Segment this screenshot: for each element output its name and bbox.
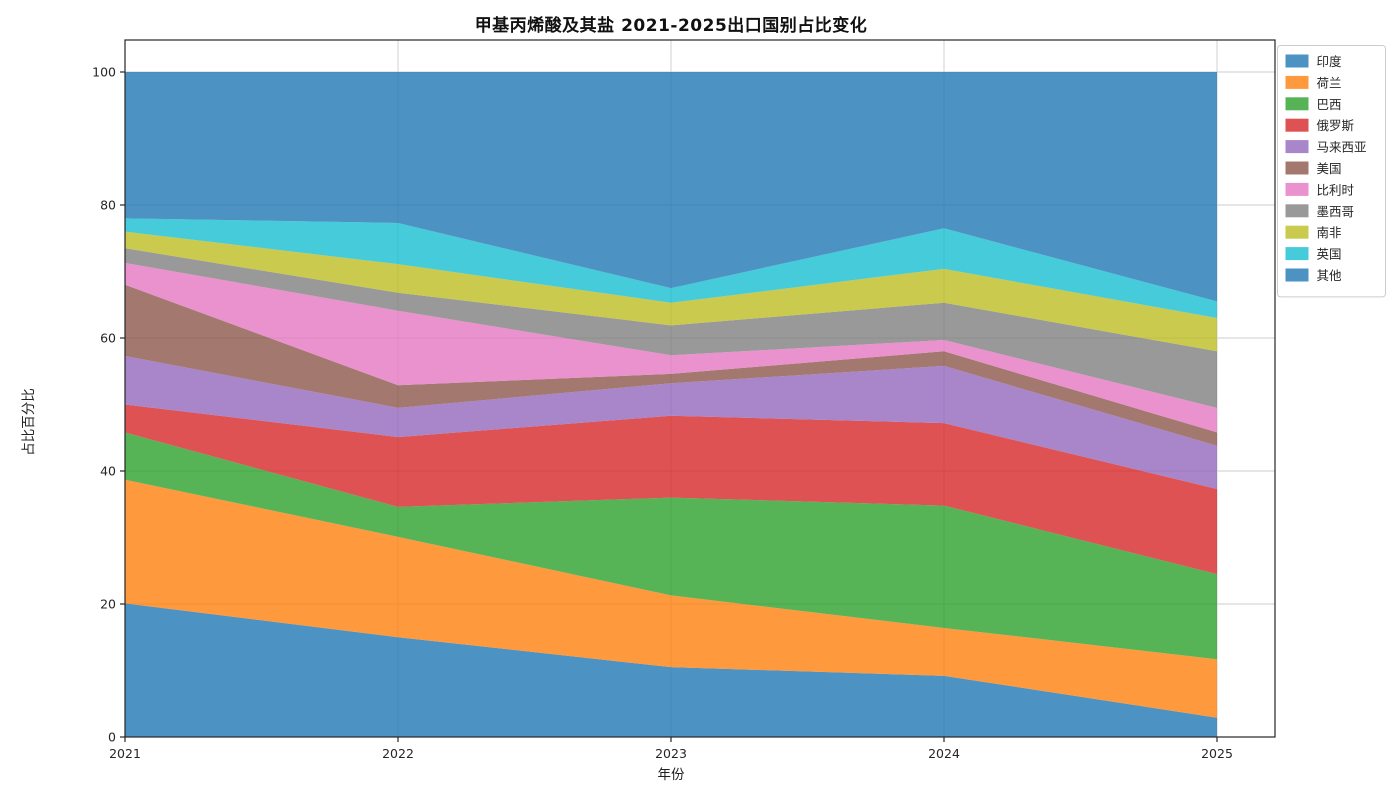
area-series-8	[125, 231, 1217, 352]
legend-swatch-9	[1285, 247, 1309, 261]
legend-swatch-8	[1285, 225, 1309, 239]
legend-swatch-6	[1285, 182, 1309, 196]
area-series-1	[125, 479, 1217, 718]
legend-swatch-4	[1285, 140, 1309, 154]
y-tick-label: 40	[100, 463, 116, 478]
legend-swatch-1	[1285, 75, 1309, 89]
legend-label-6: 比利时	[1317, 182, 1355, 197]
x-tick-label: 2022	[382, 746, 414, 761]
y-tick-label: 20	[100, 596, 116, 611]
area-series-7	[125, 248, 1217, 408]
axis-ticks: 0 20 40 60 80 100 2021 2022 2023 2024 2025	[92, 64, 1233, 761]
area-series-0	[125, 603, 1217, 737]
legend-swatch-7	[1285, 204, 1309, 218]
x-tick-label: 2025	[1201, 746, 1233, 761]
legend-swatch-5	[1285, 161, 1309, 175]
axes-frame	[124, 39, 1276, 738]
y-tick-label: 0	[108, 729, 116, 744]
y-tick-label: 80	[100, 197, 116, 212]
legend-swatch-0	[1285, 54, 1309, 68]
area-series-6	[125, 262, 1217, 433]
area-series-5	[125, 284, 1217, 446]
chart-title: 甲基丙烯酸及其盐 2021-2025出口国别占比变化	[474, 16, 868, 36]
legend-label-2: 巴西	[1317, 97, 1342, 112]
area-series-3	[125, 404, 1217, 575]
legend-label-4: 马来西亚	[1317, 140, 1367, 155]
legend-label-3: 俄罗斯	[1317, 118, 1355, 133]
y-axis-label: 占比百分比	[21, 388, 37, 456]
legend-label-0: 印度	[1317, 54, 1343, 69]
legend-swatch-10	[1285, 268, 1309, 282]
legend-label-9: 英国	[1317, 247, 1342, 262]
x-axis-label: 年份	[657, 767, 685, 783]
legend-label-1: 荷兰	[1317, 75, 1342, 90]
area-series-group	[125, 72, 1217, 737]
legend-label-5: 美国	[1317, 161, 1342, 176]
legend-swatch-3	[1285, 118, 1309, 132]
x-tick-label: 2021	[109, 746, 141, 761]
y-tick-label: 60	[100, 330, 116, 345]
area-series-10	[125, 72, 1217, 302]
legend-label-8: 南非	[1317, 225, 1342, 240]
x-tick-label: 2024	[928, 746, 960, 761]
legend-swatch-2	[1285, 97, 1309, 111]
x-tick-label: 2023	[655, 746, 687, 761]
area-series-2	[125, 432, 1217, 660]
y-tick-label: 100	[92, 64, 116, 79]
legend-label-10: 其他	[1317, 268, 1343, 283]
area-series-9	[125, 218, 1217, 319]
legend-label-7: 墨西哥	[1317, 204, 1355, 219]
area-series-4	[125, 355, 1217, 489]
